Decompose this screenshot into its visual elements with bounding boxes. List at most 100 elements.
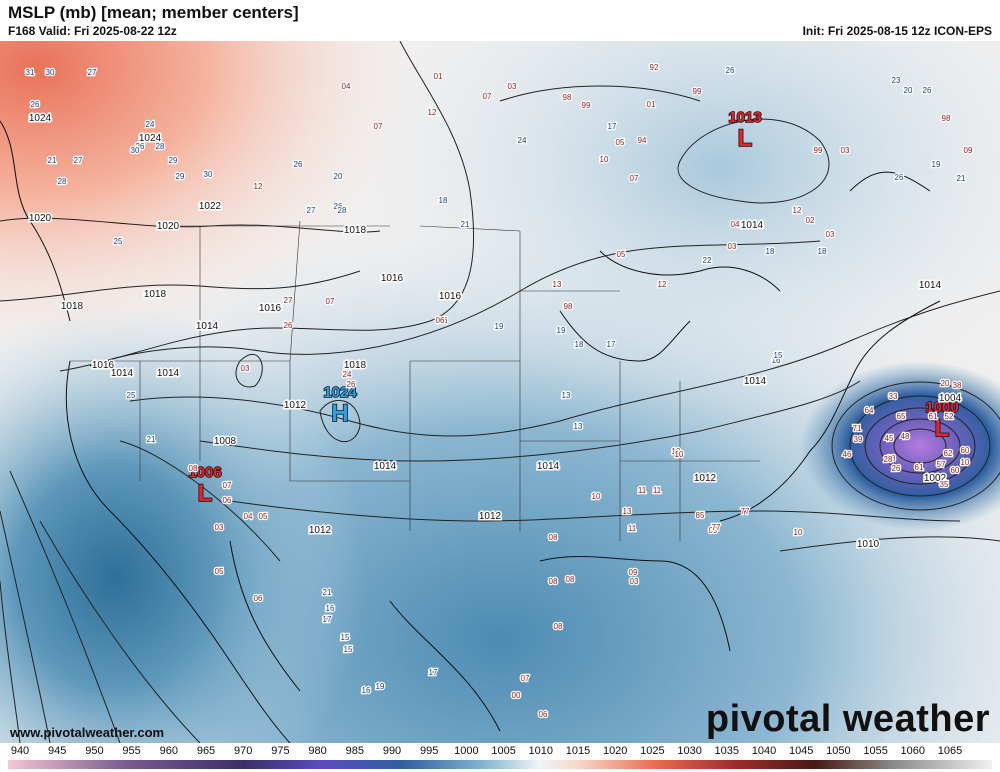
- isobar-label: 1014: [196, 321, 219, 332]
- member-center-label: 00: [512, 691, 521, 700]
- colorbar-tick: 1020: [602, 745, 628, 757]
- mslp-map: 1006 L 1024 H 1013 L 1000 L 1024 1024 1022 1020 102…: [0, 41, 1000, 743]
- colorbar-tick: 975: [271, 745, 290, 757]
- member-center-label: 06: [223, 496, 232, 505]
- member-center-label: 03: [630, 577, 639, 586]
- member-center-label: 26: [892, 464, 901, 473]
- member-center-label: 26: [923, 86, 932, 95]
- member-center-label: 64: [865, 406, 874, 415]
- colorbar-tick: 955: [122, 745, 141, 757]
- member-center-label: 09: [709, 526, 718, 535]
- member-center-label: 26: [294, 160, 303, 169]
- member-center-label: 05: [215, 567, 224, 576]
- member-center-label: 48: [901, 432, 910, 441]
- isobar-label: 1014: [157, 368, 180, 379]
- member-center-label: 28: [58, 177, 67, 186]
- colorbar-tick: 985: [345, 745, 364, 757]
- member-center-label: 05: [259, 512, 268, 521]
- member-center-label: 12: [793, 206, 802, 215]
- member-center-label: 77: [741, 507, 750, 516]
- colorbar-tick: 1015: [565, 745, 591, 757]
- colorbar-tick: 980: [308, 745, 327, 757]
- member-center-label: 26: [347, 380, 356, 389]
- member-center-label: 28: [887, 454, 896, 463]
- colorbar-tick: 960: [159, 745, 178, 757]
- member-center-label: 08: [554, 622, 563, 631]
- member-center-label: 03: [508, 82, 517, 91]
- member-center-label: 07: [326, 297, 335, 306]
- isobars: [0, 41, 1000, 743]
- isobar-label: 1012: [309, 525, 332, 536]
- member-center-label: 24: [146, 120, 155, 129]
- member-center-label: 30: [46, 68, 55, 77]
- member-center-label: 03: [826, 230, 835, 239]
- center-value-L: 1013: [728, 109, 761, 126]
- state-borders: [70, 220, 760, 541]
- header: MSLP (mb) [mean; member centers] F168 Va…: [0, 0, 1000, 40]
- isobar-label: 1004: [939, 393, 962, 404]
- member-center-label: 31: [26, 68, 35, 77]
- member-center-label: 10: [961, 458, 970, 467]
- member-center-label: 11: [653, 486, 662, 495]
- colorbar-tick: 940: [10, 745, 30, 757]
- member-center-label: 07: [374, 122, 383, 131]
- colorbar-tick: 990: [382, 745, 402, 757]
- isobar-label: 1016: [259, 303, 282, 314]
- member-center-label: 15: [344, 645, 353, 654]
- map-title: MSLP (mb) [mean; member centers]: [8, 3, 299, 22]
- member-center-label: 61: [929, 412, 938, 421]
- member-center-label: 26: [284, 321, 293, 330]
- member-center-label: 09: [964, 146, 973, 155]
- member-center-label: 20: [334, 172, 343, 181]
- isobar-label: 1014: [744, 376, 767, 387]
- member-center-label: 15: [774, 351, 783, 360]
- isobar-label: 1024: [139, 133, 162, 144]
- member-center-label: 28: [156, 142, 165, 151]
- pivotal-weather-logo: pivotal weather: [705, 698, 990, 740]
- member-center-label: 20: [904, 86, 913, 95]
- site-url[interactable]: www.pivotalweather.com: [10, 725, 165, 740]
- colorbar-tick: 1050: [826, 745, 851, 757]
- member-center-label: 21: [147, 435, 156, 444]
- center-letter-L: L: [935, 415, 950, 442]
- member-center-label: 03: [841, 146, 850, 155]
- member-center-label: 11: [628, 524, 637, 533]
- member-center-label: 06: [439, 316, 448, 325]
- member-center-label: 07: [223, 481, 232, 490]
- member-center-label: 19: [376, 682, 385, 691]
- colorbar-tick: 1040: [751, 745, 777, 757]
- member-center-label: 06: [539, 710, 548, 719]
- colorbar-tick: 1010: [528, 745, 554, 757]
- member-center-label: 27: [88, 68, 97, 77]
- member-center-label: 10: [675, 450, 684, 459]
- member-center-label: 13: [562, 391, 571, 400]
- member-center-label: 08: [189, 464, 198, 473]
- isobar-label: 1020: [29, 213, 52, 224]
- colorbar: 940 945 950 955 960 965 970 975 980 985 990 995 1000…: [0, 743, 1000, 772]
- member-center-label: 07: [630, 174, 639, 183]
- member-center-label: 13: [553, 280, 562, 289]
- member-center-label: 60: [951, 466, 960, 475]
- member-center-label: 18: [439, 196, 448, 205]
- member-center-label: 62: [944, 449, 953, 458]
- member-center-label: 26: [726, 66, 735, 75]
- member-center-label: 27: [307, 206, 316, 215]
- member-center-label: 07: [521, 674, 530, 683]
- member-center-label: 10: [672, 447, 681, 456]
- member-center-label: 07: [483, 92, 492, 101]
- isobar-label: 1012: [479, 511, 502, 522]
- member-center-label: 05: [617, 250, 626, 259]
- center-value-H: 1024: [323, 384, 357, 401]
- member-center-label: 25: [127, 391, 136, 400]
- isobar-label: 1024: [29, 113, 52, 124]
- colorbar-tick: 1030: [677, 745, 702, 757]
- member-center-label: 20: [941, 379, 950, 388]
- member-center-label: 65: [897, 412, 906, 421]
- member-center-label: 92: [650, 63, 659, 72]
- isobar-label: 1018: [144, 289, 167, 300]
- member-center-label: 12: [658, 280, 667, 289]
- member-center-label: 09: [629, 568, 638, 577]
- member-center-label: 10: [794, 528, 803, 537]
